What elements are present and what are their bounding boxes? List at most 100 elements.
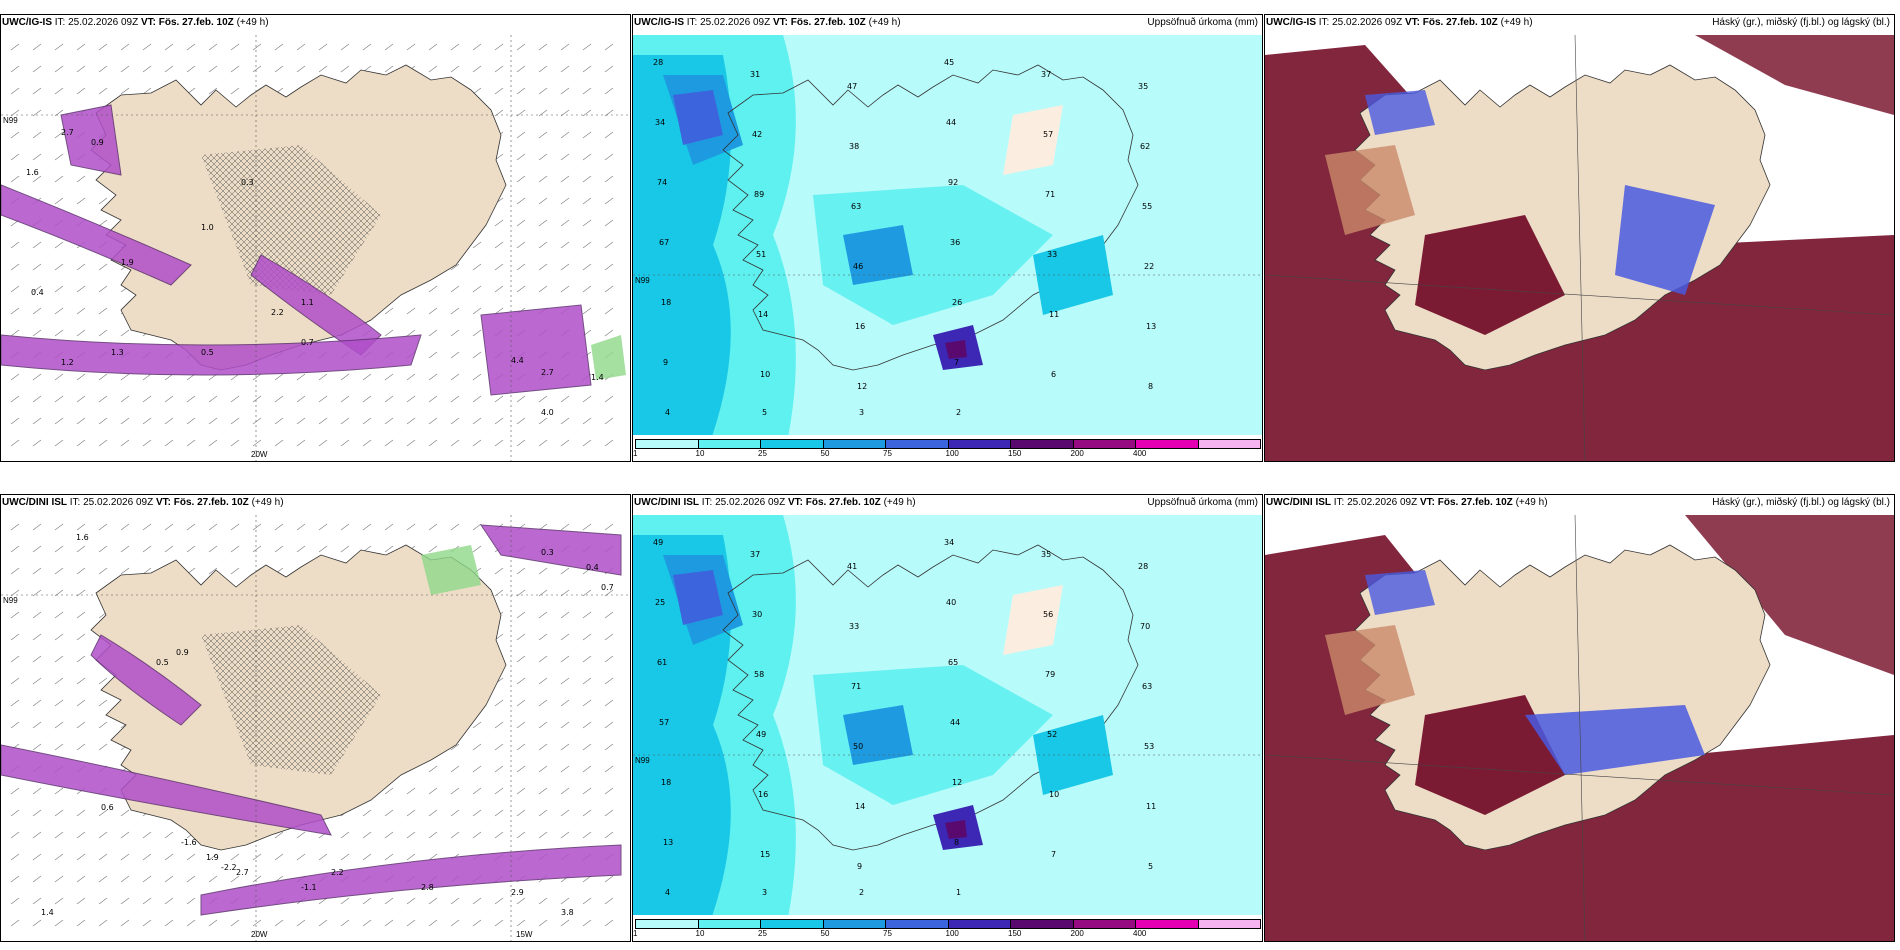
wind-barb <box>230 545 240 553</box>
colorbar-swatch <box>885 919 949 929</box>
temp-value: 2.7 <box>541 368 554 377</box>
wind-barb <box>164 919 174 927</box>
wind-barb <box>32 87 42 95</box>
wind-barb <box>582 611 592 619</box>
wind-barb <box>32 633 42 641</box>
valid-time: Fös. 27.feb. 10Z <box>1437 497 1516 508</box>
colorbar-label: 200 <box>1070 449 1084 458</box>
wind-barb <box>516 765 526 773</box>
wind-barb <box>296 919 306 927</box>
wind-barb <box>76 699 86 707</box>
wind-barb <box>98 395 108 403</box>
wind-barb <box>516 655 526 663</box>
wind-barb <box>252 43 262 51</box>
wind-barb <box>10 241 20 249</box>
wind-barb <box>296 43 306 51</box>
colorbar-label: 10 <box>695 449 705 458</box>
wind-barb <box>560 219 570 227</box>
wind-barb <box>538 43 548 51</box>
wind-barb <box>274 853 284 861</box>
wind-barb <box>472 897 482 905</box>
wind-barb <box>54 523 64 531</box>
colorbar-label: 1 <box>633 449 638 458</box>
wind-barb <box>516 439 526 447</box>
wind-barb <box>428 545 438 553</box>
wind-barb <box>516 153 526 161</box>
wind-barb <box>120 875 130 883</box>
wind-barb <box>98 197 108 205</box>
temp-value: 2.2 <box>331 868 344 877</box>
wind-barb <box>76 875 86 883</box>
wind-barb <box>142 417 152 425</box>
wind-barb <box>10 307 20 315</box>
colorbar-label: 50 <box>820 449 830 458</box>
wind-barb <box>10 523 20 531</box>
wind-barb <box>164 831 174 839</box>
precip-value: 57 <box>659 718 669 727</box>
wind-barb <box>406 809 416 817</box>
model: UWC/IG-IS <box>1266 17 1316 28</box>
precip-value: 10 <box>760 370 770 379</box>
wind-barb <box>362 417 372 425</box>
wind-barb <box>252 875 262 883</box>
wind-barb <box>296 417 306 425</box>
wind-barb <box>450 351 460 359</box>
wind-barb <box>538 831 548 839</box>
wind-barb <box>186 395 196 403</box>
wind-barb <box>186 919 196 927</box>
colorbar-label: 400 <box>1133 449 1147 458</box>
temp-value: 2.2 <box>271 308 284 317</box>
precip-value: 70 <box>1140 622 1150 631</box>
precip-value: 45 <box>944 58 954 67</box>
wind-barb <box>274 373 284 381</box>
wind-barb <box>164 417 174 425</box>
wind-barb <box>406 787 416 795</box>
wind-barb <box>120 523 130 531</box>
wind-barb <box>604 241 614 249</box>
wind-barb <box>604 919 614 927</box>
precip-value: 16 <box>758 790 768 799</box>
wind-barb <box>582 787 592 795</box>
panel-title: UWC/DINI ISL IT: 25.02.2026 09Z VT: Fös.… <box>634 497 916 508</box>
wind-barb <box>76 897 86 905</box>
wind-barb <box>362 373 372 381</box>
wind-barb <box>472 285 482 293</box>
wind-barb <box>494 567 504 575</box>
colorbar-swatch <box>1072 439 1136 449</box>
wind-barb <box>186 65 196 73</box>
longitude-label-2: 15W <box>516 930 533 939</box>
wind-barb <box>538 677 548 685</box>
wind-barb <box>274 439 284 447</box>
wind-barb <box>54 329 64 337</box>
precip-value: 47 <box>847 82 857 91</box>
wind-barb <box>560 523 570 531</box>
map-area <box>1265 515 1894 941</box>
precip-value: 14 <box>758 310 768 319</box>
wind-barb <box>538 219 548 227</box>
wind-barb <box>340 831 350 839</box>
wind-barb <box>582 589 592 597</box>
latitude-label: N99 <box>3 116 18 125</box>
wind-barb <box>164 439 174 447</box>
vt-prefix: VT: <box>1419 497 1438 508</box>
it-prefix: IT: <box>67 497 84 508</box>
wind-barb <box>76 65 86 73</box>
wind-barb <box>472 787 482 795</box>
wind-barb <box>54 853 64 861</box>
colorbar-swatch <box>1010 439 1074 449</box>
temp-value: 3.8 <box>561 908 574 917</box>
wind-barb <box>98 875 108 883</box>
wind-barb <box>252 417 262 425</box>
wind-barb <box>450 395 460 403</box>
wind-barb <box>98 417 108 425</box>
wind-barb <box>230 523 240 531</box>
wind-barb <box>54 307 64 315</box>
temp-value: 1.9 <box>121 258 134 267</box>
wind-barb <box>560 743 570 751</box>
precip-value: 31 <box>750 70 760 79</box>
wind-barb <box>494 699 504 707</box>
wind-barb <box>98 285 108 293</box>
wind-barb <box>318 919 328 927</box>
temp-value: 2.7 <box>236 868 249 877</box>
precip-value: 4 <box>665 408 670 417</box>
